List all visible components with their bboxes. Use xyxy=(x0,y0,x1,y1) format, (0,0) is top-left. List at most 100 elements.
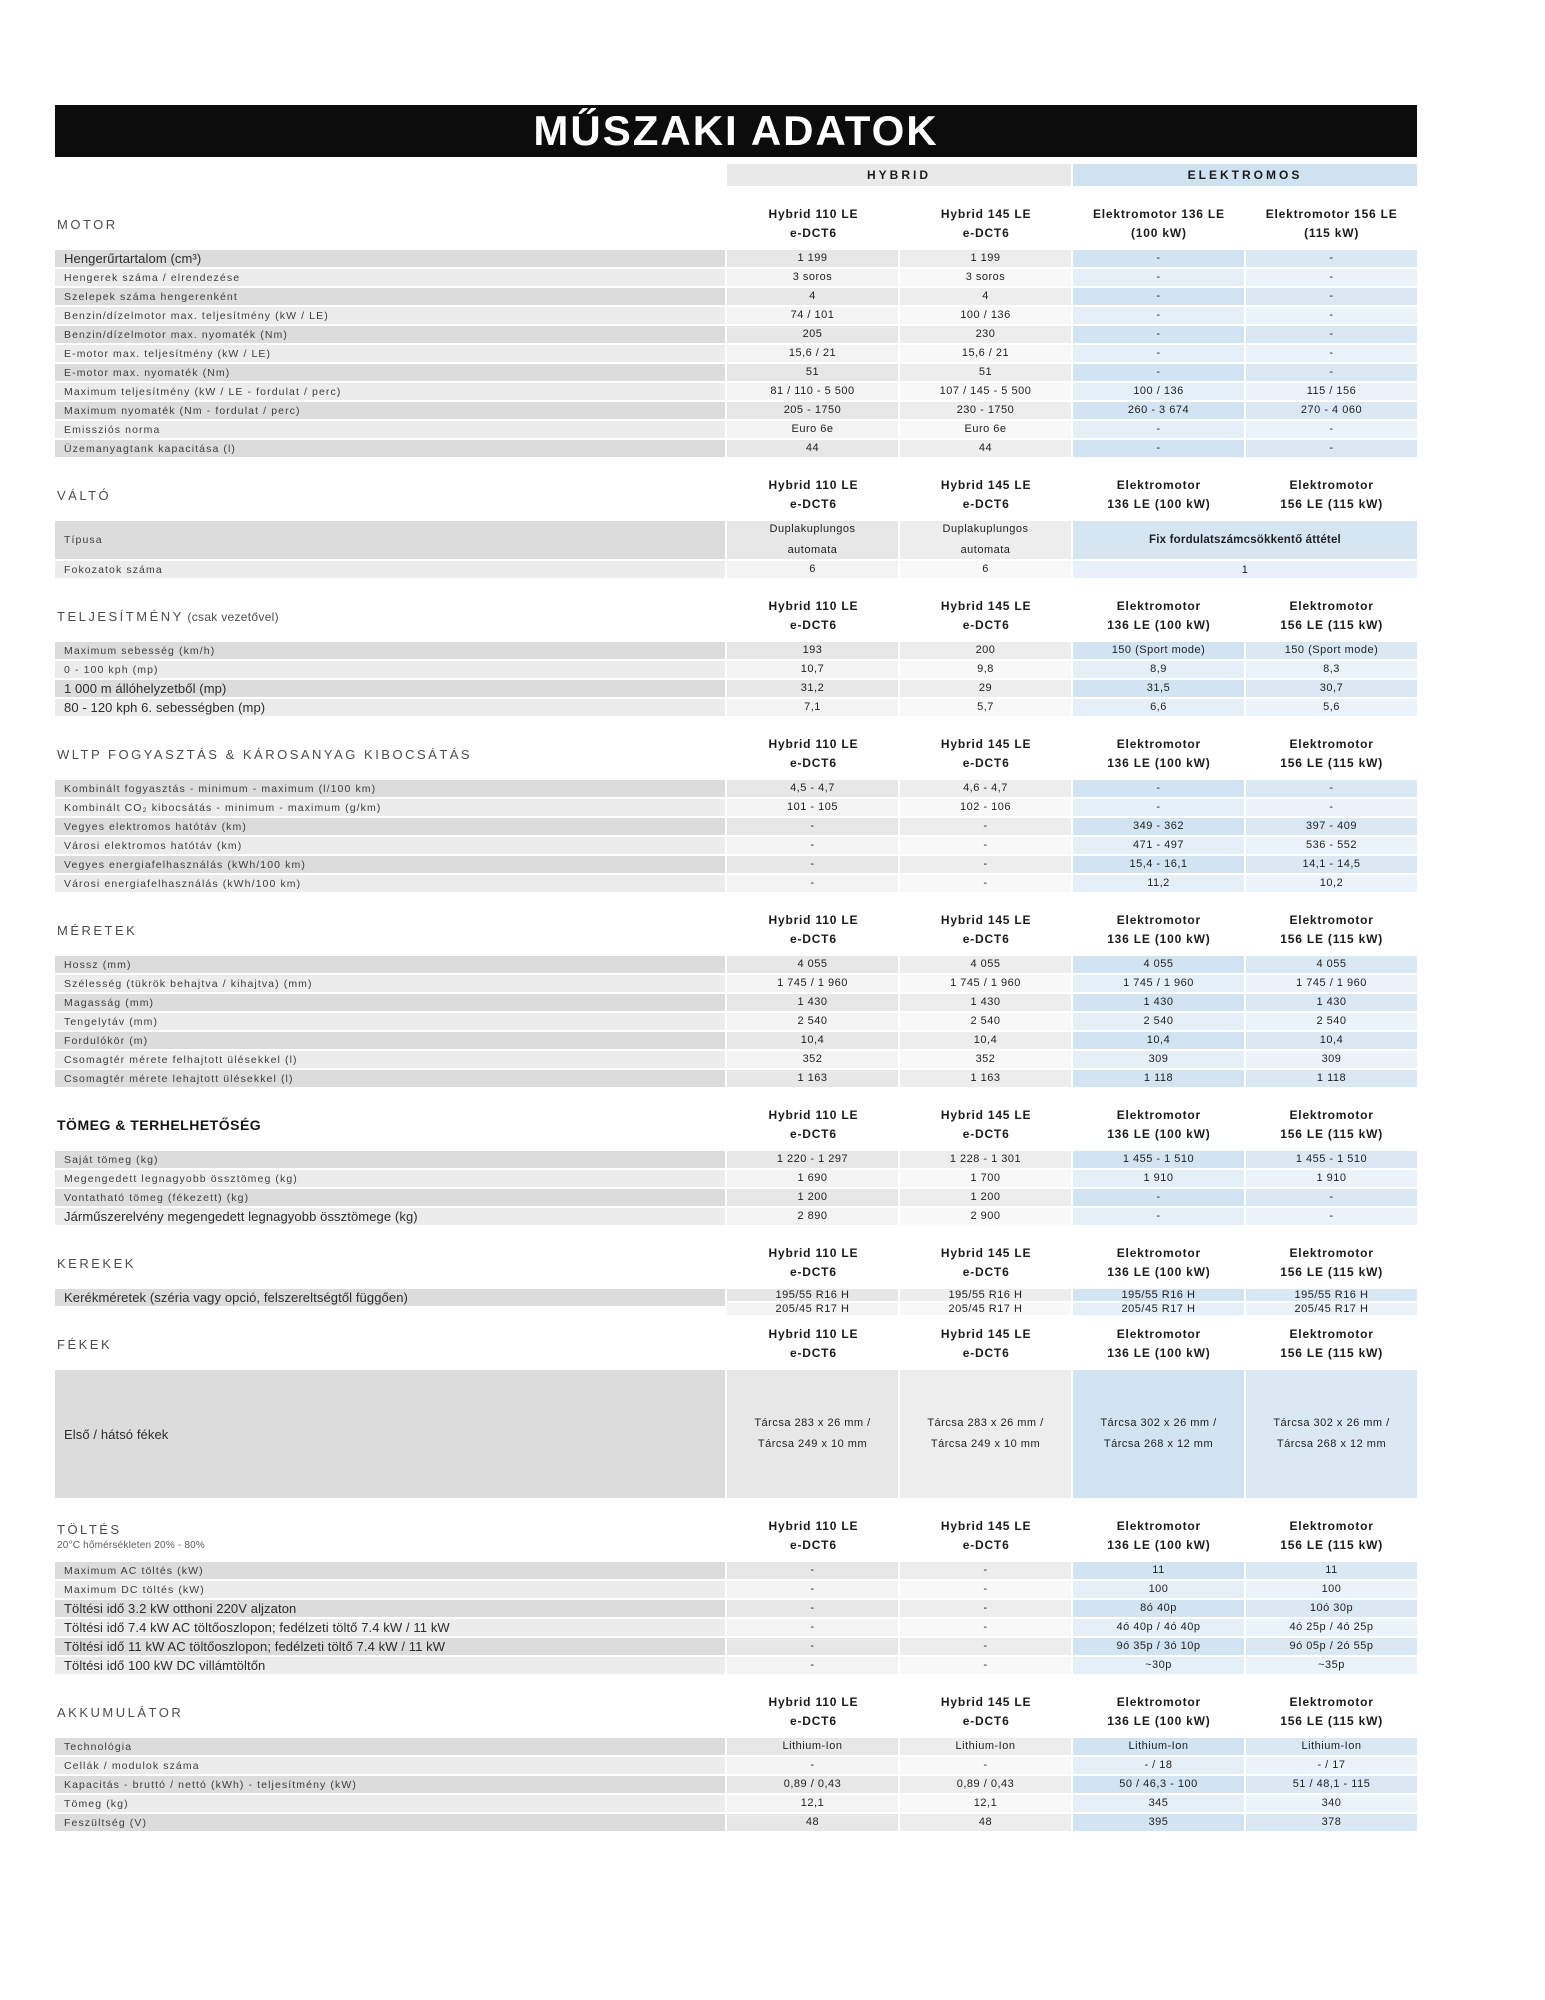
column-header: Hybrid 110 LE e-DCT6 xyxy=(728,1517,899,1554)
value-cell: - xyxy=(900,1562,1071,1579)
value-cell: 9ó 35p / 3ó 10p xyxy=(1073,1638,1244,1655)
section-title: TÖMEG & TERHELHETŐSÉG xyxy=(57,1117,262,1133)
row-label: Tengelytáv (mm) xyxy=(55,1013,725,1030)
table-row: Üzemanyagtank kapacitása (l) 44 44- - xyxy=(55,440,1417,457)
value-cell: - xyxy=(1246,799,1417,816)
value-cell: 230 - 1750 xyxy=(900,402,1071,419)
value-cell: 74 / 101 xyxy=(727,307,898,324)
value-cell: 15,6 / 21 xyxy=(900,345,1071,362)
column-header-line: 136 LE (100 kW) xyxy=(1107,756,1211,770)
row-label: Vegyes energiafelhasználás (kWh/100 km) xyxy=(55,856,725,873)
value-cell: - xyxy=(900,1657,1071,1674)
column-header-line: 136 LE (100 kW) xyxy=(1107,1127,1211,1141)
value-cell: 2 900 xyxy=(900,1208,1071,1225)
value-line: Tárcsa 268 x 12 mm xyxy=(1276,1438,1387,1450)
row-label: Hengerek száma / elrendezése xyxy=(55,269,725,286)
value-cell: 15,6 / 21 xyxy=(727,345,898,362)
column-header: Hybrid 110 LE e-DCT6 xyxy=(728,1693,899,1730)
value-cell: 51 xyxy=(727,364,898,381)
row-label: 0 - 100 kph (mp) xyxy=(55,661,725,678)
value-cell: 1 199 xyxy=(727,250,898,267)
value-cell: - xyxy=(1246,780,1417,797)
column-header: Elektromotor 136 LE (100 kW) xyxy=(1074,1244,1245,1281)
value-cell: 48 xyxy=(727,1814,898,1831)
section-title-box: MÉRETEK xyxy=(55,923,726,938)
value-cell: 1 228 - 1 301 xyxy=(900,1151,1071,1168)
value-cell: - xyxy=(727,875,898,892)
column-header-line: Elektromotor xyxy=(1289,1519,1374,1534)
value-cell: 31,2 xyxy=(727,680,898,697)
value-cell: 1 455 - 1 510 xyxy=(1246,1151,1417,1168)
table-row: Tömeg (kg) 12,1 12,1 345 340 xyxy=(55,1795,1417,1812)
row-label: Csomagtér mérete lehajtott ülésekkel (l) xyxy=(55,1070,725,1087)
value-cell: 2 540 xyxy=(1246,1013,1417,1030)
column-header: Elektromotor 156 LE (115 kW) xyxy=(1246,1106,1417,1143)
value-cell: 195/55 R16 H 205/45 R17 H xyxy=(1246,1289,1417,1315)
column-header: Elektromotor 136 LE (100 kW) xyxy=(1074,476,1245,513)
column-header-line: Elektromotor xyxy=(1289,1108,1374,1123)
value-cell: - xyxy=(900,1581,1071,1598)
column-header-line: Elektromotor xyxy=(1116,1108,1202,1123)
row-label: Benzin/dízelmotor max. nyomaték (Nm) xyxy=(55,326,725,343)
column-header-line: Elektromotor xyxy=(1116,478,1202,493)
column-header-line: Hybrid 145 LE xyxy=(940,599,1032,614)
column-header: Elektromotor 156 LE (115 kW) xyxy=(1246,911,1417,948)
table-row: Benzin/dízelmotor max. teljesítmény (kW … xyxy=(55,307,1417,324)
value-cell: 2 890 xyxy=(727,1208,898,1225)
column-header: Elektromotor 136 LE (100 kW) xyxy=(1074,597,1245,634)
column-header: Hybrid 145 LE e-DCT6 xyxy=(901,1325,1072,1362)
value-cell: 51 / 48,1 - 115 xyxy=(1246,1776,1417,1793)
value-cell: Lithium-Ion xyxy=(727,1738,898,1755)
value-cell: 4 055 xyxy=(900,956,1071,973)
value-cell: - xyxy=(1073,288,1244,305)
value-cell: 4 055 xyxy=(727,956,898,973)
value-cell: 50 / 46,3 - 100 xyxy=(1073,1776,1244,1793)
column-header-line: e-DCT6 xyxy=(789,1265,837,1279)
column-header: Hybrid 110 LE e-DCT6 xyxy=(728,911,899,948)
column-header-line: 156 LE (115 kW) xyxy=(1280,618,1383,632)
column-header-line: e-DCT6 xyxy=(962,1127,1010,1141)
value-cell: 1 910 xyxy=(1073,1170,1244,1187)
column-header-line: Elektromotor xyxy=(1116,599,1202,614)
row-label: Első / hátsó fékek xyxy=(55,1370,725,1498)
value-cell: 352 xyxy=(900,1051,1071,1068)
value-cell: 1 455 - 1 510 xyxy=(1073,1151,1244,1168)
value-cell: 471 - 497 xyxy=(1073,837,1244,854)
section-header-toltes: TÖLTÉS 20°C hőmérsékleten 20% - 80% Hybrid… xyxy=(55,1512,1417,1560)
column-header-line: (100 kW) xyxy=(1131,226,1187,240)
value-cell: Duplakuplungos automata xyxy=(727,521,898,559)
section-title: FÉKEK xyxy=(57,1336,113,1352)
section-title: TÖLTÉS xyxy=(57,1521,122,1537)
value-cell: 48 xyxy=(900,1814,1071,1831)
value-cell: 349 - 362 xyxy=(1073,818,1244,835)
table-row: Maximum AC töltés (kW) - -11 11 xyxy=(55,1562,1417,1579)
value-cell: - xyxy=(1246,345,1417,362)
row-label: Töltési idő 100 kW DC villámtöltőn xyxy=(55,1657,725,1674)
value-cell: 15,4 - 16,1 xyxy=(1073,856,1244,873)
value-cell: 260 - 3 674 xyxy=(1073,402,1244,419)
section-header-kerekek: KEREKEK Hybrid 110 LE e-DCT6 Hybrid 145 LE e… xyxy=(55,1239,1417,1287)
value-cell: - xyxy=(1246,1189,1417,1206)
section-title: MOTOR xyxy=(57,216,118,232)
section-title: KEREKEK xyxy=(57,1255,136,1271)
column-header: Hybrid 145 LE e-DCT6 xyxy=(901,911,1072,948)
value-cell: 4 055 xyxy=(1073,956,1244,973)
table-row: Töltési idő 7.4 kW AC töltőoszlopon; fed… xyxy=(55,1619,1417,1636)
value-cell: Lithium-Ion xyxy=(1246,1738,1417,1755)
table-row: Feszültség (V) 48 48 395 378 xyxy=(55,1814,1417,1831)
value-cell: 5,6 xyxy=(1246,699,1417,716)
column-header: Elektromotor 156 LE (115 kW) xyxy=(1246,1244,1417,1281)
value-cell: 1 430 xyxy=(1246,994,1417,1011)
group-bar-spacer xyxy=(55,164,727,186)
row-label: Technológia xyxy=(55,1738,725,1755)
column-header-line: e-DCT6 xyxy=(789,1714,837,1728)
value-cell: 11 xyxy=(1073,1562,1244,1579)
column-header-line: Elektromotor xyxy=(1116,1246,1202,1261)
section-title-suffix: (csak vezetővel) xyxy=(183,609,279,624)
value-cell: 14,1 - 14,5 xyxy=(1246,856,1417,873)
value-cell: - xyxy=(900,1638,1071,1655)
table-row: Kombinált CO₂ kibocsátás - minimum - max… xyxy=(55,799,1417,816)
value-cell: - xyxy=(900,837,1071,854)
column-header: Hybrid 145 LE e-DCT6 xyxy=(901,476,1072,513)
value-cell: - xyxy=(1246,250,1417,267)
